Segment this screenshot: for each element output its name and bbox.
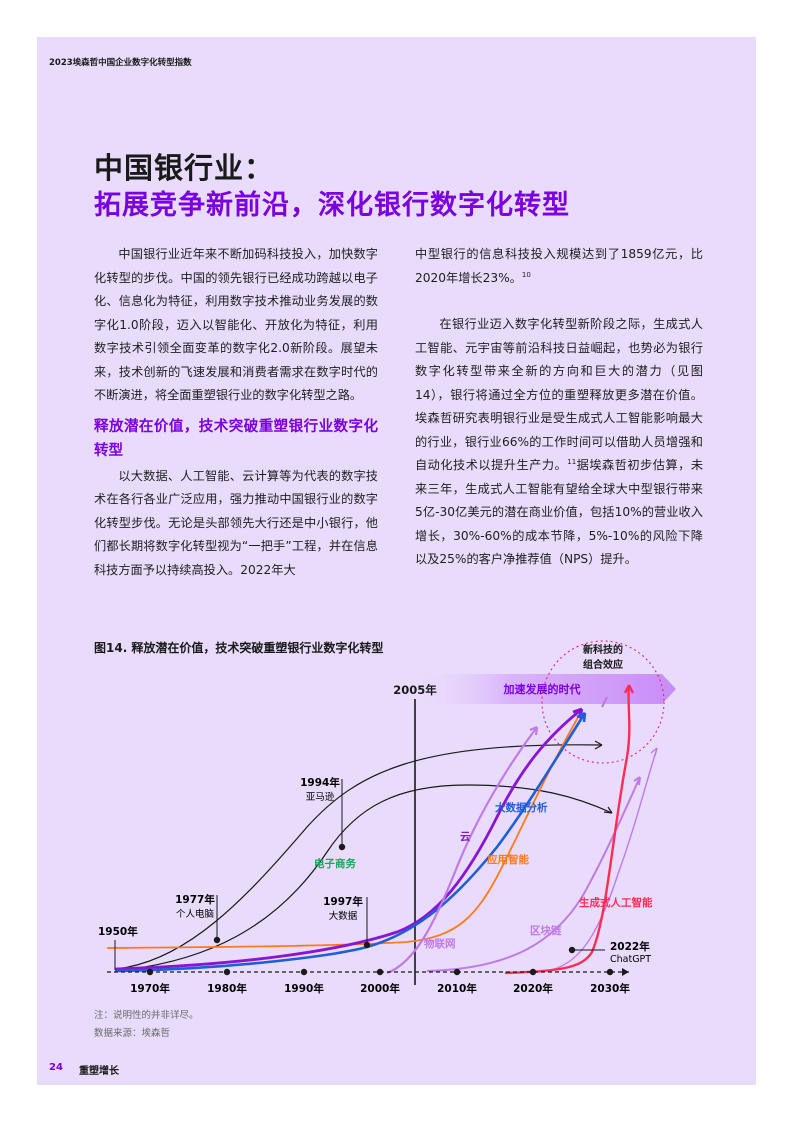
event-1997-year: 1997年 [323,895,363,908]
event-1977-dot [213,936,221,944]
arrowhead [633,776,641,786]
label-bigdata: 大数据分析 [495,801,548,814]
combination-label-line1: 新科技的 [583,643,623,656]
combination-label-line2: 组合效应 [583,658,623,671]
event-1977-year: 1977年 [175,893,215,906]
figure-diagram: 加速发展的时代 2005年 新科技的 组合效应 [98,640,676,995]
arrowhead [529,725,539,736]
curve-cloud [114,707,583,971]
curve-applied-ai [106,709,583,949]
curve-bigdata [114,712,587,973]
curve-blockchain [426,776,641,972]
arrowhead [650,747,658,757]
left-column: 中国银行业近年来不断加码科技投入，加快数字化转型的步伐。中国的领先银行已经成功跨… [94,243,378,582]
footer-title: 重塑增长 [79,1066,119,1077]
event-1950-label: 1950年 [98,925,138,938]
milestone-2005-label: 2005年 [393,683,437,697]
accel-era-band [417,674,676,704]
event-2022-text: ChatGPT [610,954,651,965]
paragraph: 中国银行业近年来不断加码科技投入，加快数字化转型的步伐。中国的领先银行已经成功跨… [94,247,378,402]
curve-pc [114,744,603,970]
page-subtitle: 拓展竞争新前沿，深化银行数字化转型 [94,190,570,221]
paragraph-text: 在银行业迈入数字化转型新阶段之际，生成式人工智能、元宇宙等前沿科技日益崛起，也势… [415,317,703,472]
arrowhead [603,806,613,814]
tick-dot [606,968,614,976]
label-genai: 生成式人工智能 [579,896,653,909]
figure-source: 数据来源：埃森哲 [94,1028,171,1039]
curve-iot [386,726,538,975]
right-column: 中型银行的信息科技投入规模达到了1859亿元，比2020年增长23%。10 在银… [415,243,703,572]
label-ecommerce: 电子商务 [314,857,356,870]
x-tick-label: 1970年 [130,982,170,995]
page-background: 2023埃森哲中国企业数字化转型指数 中国银行业： 拓展竞争新前沿，深化银行数字… [37,37,756,1085]
tick-dot [376,968,384,976]
event-2022-year: 2022年 [610,940,650,953]
accel-era-label: 加速发展的时代 [503,682,581,696]
event-1997-dot [363,941,371,949]
x-tick-label: 1990年 [284,982,324,995]
x-tick-label: 1980年 [207,982,247,995]
arrowhead [623,684,635,694]
paragraph-text: 据埃森哲初步估算，未来三年，生成式人工智能有望给全球大中型银行带来5亿-30亿美… [415,458,704,566]
arrowhead [594,740,603,750]
curve-blockchain-2 [536,747,658,973]
figure-title: 图14. 释放潜在价值，技术突破重塑银行业数字化转型 [94,641,384,655]
section-heading: 释放潜在价值，技术突破重塑银行业数字化转型 [94,418,378,459]
event-1994-dot [338,843,346,851]
x-tick-label: 2020年 [513,982,553,995]
combination-effect-circle [541,640,665,764]
page-title: 中国银行业： [94,151,275,185]
tick-dot [529,968,537,976]
event-1977-text: 个人电脑 [176,908,214,920]
arrowhead [576,711,587,723]
x-axis-arrow [622,968,629,976]
figure-note: 注：说明性的并非详尽。 [94,1010,199,1021]
paragraph: 在银行业迈入数字化转型新阶段之际，生成式人工智能、元宇宙等前沿科技日益崛起，也势… [415,313,703,572]
event-1994-text: 亚马逊 [306,792,335,803]
curve-internet [114,784,613,972]
page-number: 24 [49,1062,63,1073]
running-head: 2023埃森哲中国企业数字化转型指数 [49,58,192,68]
event-2022-dot [568,946,576,954]
x-axis-ticks: 1970年 1980年 1990年 2000年 2010年 2020年 2030… [130,968,630,995]
tick-dot [453,968,461,976]
footnote-ref: 10 [521,270,531,279]
label-blockchain: 区块链 [530,924,562,937]
event-1997-text: 大数据 [329,910,358,922]
footnote-ref: 11 [567,458,577,466]
tick-dot [223,968,231,976]
x-tick-label: 2000年 [360,982,400,995]
event-1994-year: 1994年 [300,776,340,789]
curve-genai [504,684,631,975]
label-iot: 物联网 [424,937,456,950]
tick-dot [146,968,154,976]
x-tick-label: 2010年 [437,982,477,995]
label-cloud: 云 [460,831,471,843]
paragraph: 中型银行的信息科技投入规模达到了1859亿元，比2020年增长23%。10 [415,243,703,290]
label-applied-ai: 应用智能 [487,853,529,866]
curve-iot-continued [601,696,608,708]
x-tick-label: 2030年 [590,982,630,995]
paragraph: 以大数据、人工智能、云计算等为代表的数字技术在各行各业广泛应用，强力推动中国银行… [94,468,378,577]
tick-dot [300,968,308,976]
paragraph-text: 中型银行的信息科技投入规模达到了1859亿元，比2020年增长23%。 [415,247,703,285]
